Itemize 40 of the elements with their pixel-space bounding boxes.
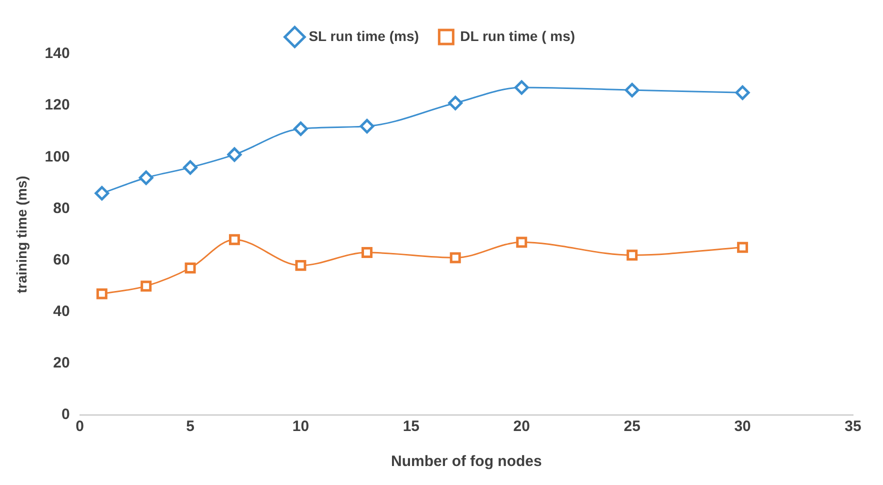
x-tick-label: 35 [844, 418, 862, 436]
y-tick-label: 40 [53, 303, 70, 320]
point [140, 280, 152, 292]
x-tick-label: 10 [292, 418, 310, 436]
point [96, 288, 108, 300]
x-tick-label: 25 [624, 418, 640, 436]
legend-label: SL run time (ms) [308, 28, 419, 44]
y-tick-label: 60 [53, 251, 70, 268]
x-tick-label: 20 [513, 418, 530, 436]
point [362, 247, 372, 258]
x-tick-label: 0 [76, 418, 84, 436]
point [516, 236, 528, 248]
point [227, 147, 242, 162]
point [737, 242, 748, 253]
point [94, 186, 110, 200]
x-tick-label: 15 [402, 418, 420, 436]
x-axis-title: Number of fog nodes [391, 453, 542, 470]
point [514, 80, 529, 95]
y-tick-label: 20 [53, 354, 70, 372]
point [228, 234, 240, 246]
point [448, 96, 463, 110]
x-tick-label: 30 [734, 418, 751, 436]
point [184, 262, 196, 274]
y-tick-label: 140 [44, 45, 70, 62]
point [138, 170, 154, 186]
point [624, 82, 640, 98]
y-tick-label: 120 [44, 96, 70, 114]
point [295, 260, 306, 271]
y-axis-title: training time (ms) [13, 176, 30, 294]
point [450, 252, 461, 264]
point [183, 160, 198, 175]
y-tick-label: 80 [53, 200, 70, 217]
y-tick-label: 0 [61, 406, 70, 424]
point [735, 85, 750, 100]
legend-label: DL run time ( ms) [460, 28, 576, 44]
point [626, 250, 638, 261]
point [293, 122, 308, 136]
y-tick-label: 100 [44, 148, 70, 166]
x-tick-label: 5 [186, 418, 194, 436]
point [360, 118, 374, 134]
